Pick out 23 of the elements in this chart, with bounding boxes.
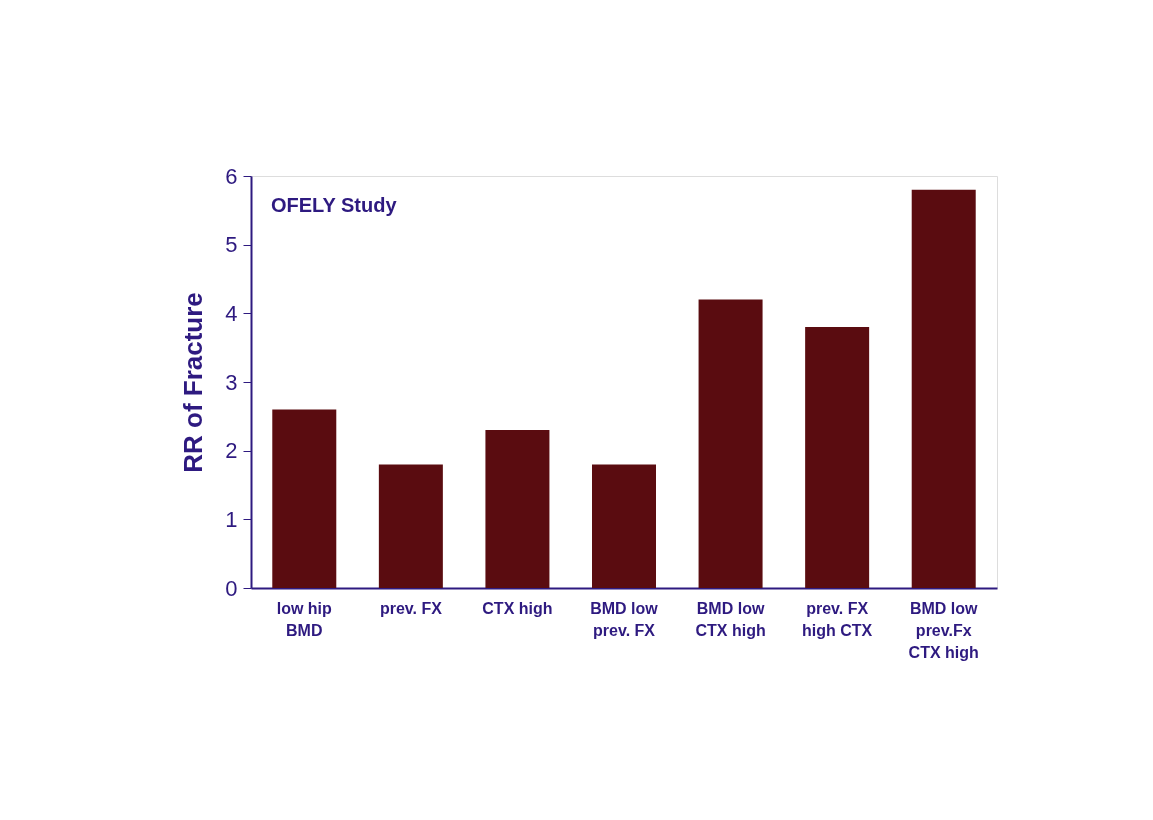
bar: [485, 430, 550, 588]
x-tick-label: low hip BMD: [276, 599, 333, 639]
y-tick-label: 4: [225, 300, 238, 326]
y-tick-label: 5: [225, 232, 238, 258]
y-tick-label: 3: [225, 369, 238, 395]
bar: [272, 409, 337, 588]
x-tick-label: prev. FX: [379, 599, 443, 617]
y-tick-label: 1: [225, 506, 238, 532]
annotation: OFELY Study: [271, 194, 398, 216]
x-tick-label: BMD low prev. FX: [590, 599, 659, 639]
bar: [592, 464, 656, 588]
bar: [378, 464, 443, 588]
x-tick-label: BMD low CTX high: [695, 599, 766, 639]
bar: [805, 327, 870, 588]
y-axis-title: RR of Fracture: [178, 292, 209, 473]
y-tick-label: 6: [225, 163, 238, 189]
x-tick-label: BMD low prev.Fx CTX high: [908, 599, 979, 661]
y-tick-label: 2: [225, 438, 238, 464]
bar: [911, 189, 976, 588]
x-tick-label: prev. FX high CTX: [802, 599, 873, 639]
y-tick-label: 0: [225, 575, 238, 601]
bar: [698, 299, 763, 588]
x-tick-label: CTX high: [482, 599, 553, 617]
